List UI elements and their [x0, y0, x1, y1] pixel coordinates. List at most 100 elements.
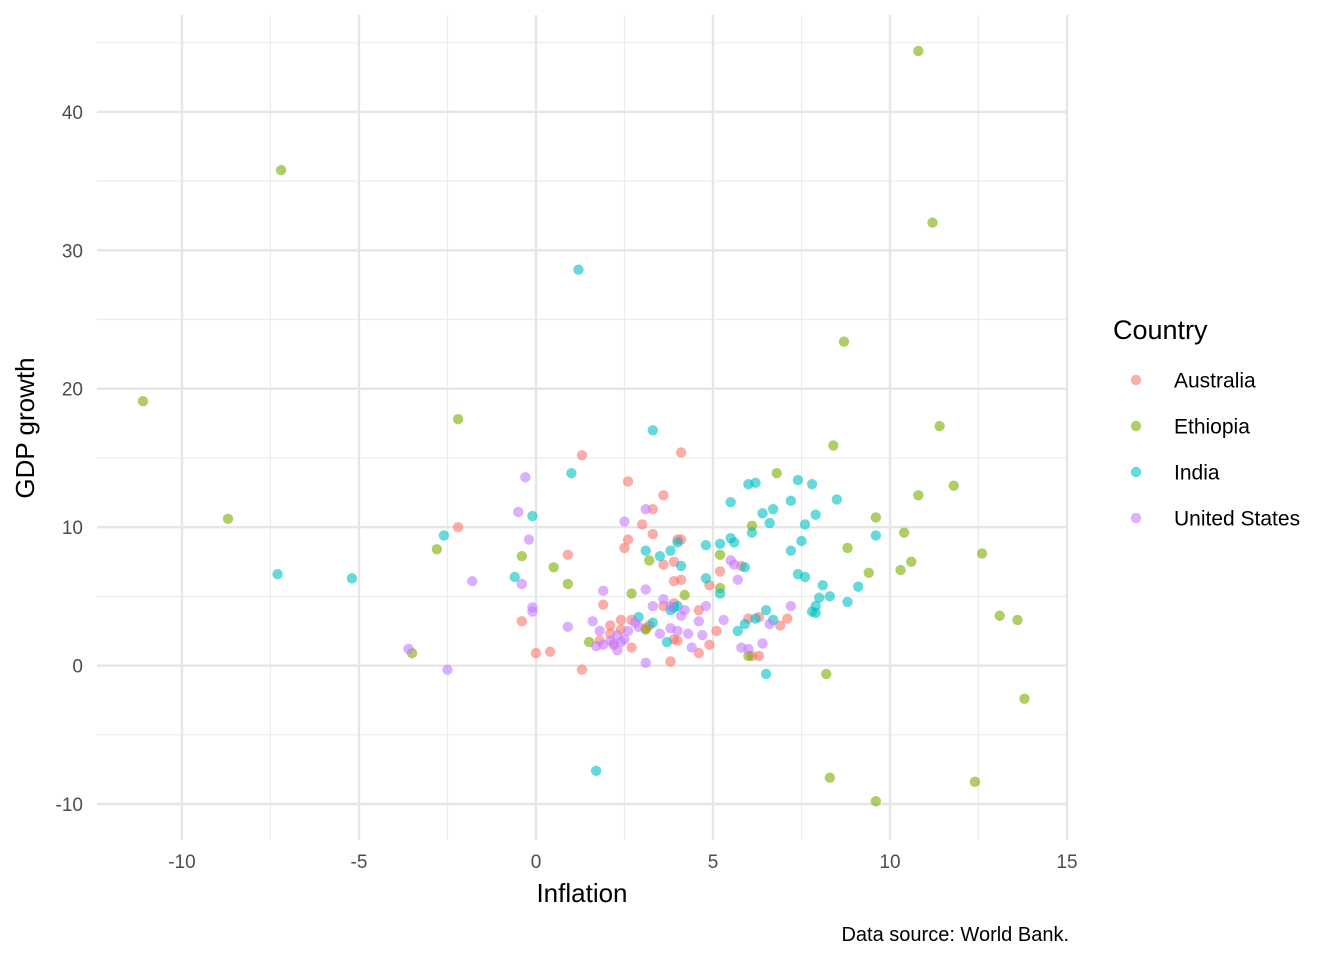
data-point: [686, 642, 697, 653]
data-point: [806, 479, 818, 490]
data-point: [452, 413, 464, 425]
data-point: [644, 555, 655, 566]
data-point: [654, 551, 666, 562]
data-point: [615, 614, 627, 626]
data-point: [693, 616, 705, 627]
legend-items: Australia Ethiopia India United States: [1130, 370, 1300, 531]
data-point: [895, 564, 906, 576]
legend-title: Country: [1113, 315, 1208, 345]
data-point: [675, 560, 687, 572]
data-point: [523, 534, 535, 545]
data-point: [732, 574, 743, 585]
data-point: [658, 559, 669, 570]
data-point: [976, 548, 988, 559]
data-point: [753, 650, 765, 662]
data-point: [452, 521, 464, 533]
data-point: [679, 589, 690, 601]
data-point: [729, 537, 740, 548]
data-point: [272, 569, 283, 580]
data-point: [782, 613, 793, 624]
data-point: [636, 519, 648, 530]
data-point: [640, 657, 651, 669]
legend-item: India: [1130, 462, 1220, 485]
x-axis-title: Inflation: [536, 878, 627, 908]
data-point: [870, 512, 882, 523]
data-point: [714, 566, 726, 577]
data-point: [640, 545, 651, 556]
data-point: [870, 530, 882, 541]
legend-label: India: [1174, 462, 1220, 485]
legend-label: Australia: [1174, 370, 1256, 393]
data-point: [760, 605, 772, 616]
data-point: [590, 641, 602, 652]
data-point: [785, 600, 797, 612]
data-point: [842, 542, 853, 554]
data-point: [757, 638, 768, 649]
data-point: [622, 476, 634, 487]
major-gridlines: [97, 15, 1069, 840]
data-point: [711, 625, 722, 637]
data-point: [661, 636, 673, 648]
data-point: [548, 562, 559, 573]
data-point: [431, 544, 443, 555]
data-point: [714, 588, 726, 599]
y-tick-label: 40: [62, 103, 83, 124]
data-point: [516, 616, 528, 627]
data-point: [647, 617, 659, 628]
data-point: [863, 567, 874, 579]
legend-label: United States: [1174, 508, 1300, 531]
data-point: [824, 591, 836, 602]
data-point: [704, 639, 715, 651]
data-point: [137, 395, 149, 407]
data-point: [1019, 693, 1030, 705]
data-point: [665, 656, 676, 667]
data-point: [513, 506, 524, 518]
legend-item: Australia: [1130, 370, 1256, 393]
data-point: [562, 578, 574, 590]
data-point: [824, 772, 836, 783]
data-point: [647, 600, 659, 612]
data-point: [831, 494, 843, 505]
series-india: [272, 264, 882, 776]
data-point: [796, 535, 807, 547]
data-point: [821, 668, 832, 680]
data-point: [275, 164, 287, 176]
data-point: [750, 613, 761, 624]
data-point: [828, 440, 839, 451]
data-point: [732, 625, 743, 637]
data-point: [647, 425, 659, 436]
x-tick-label: 10: [879, 852, 900, 873]
data-point: [771, 467, 782, 479]
data-point: [729, 559, 740, 570]
data-point: [516, 578, 528, 590]
data-point: [562, 621, 574, 633]
data-point: [1012, 614, 1023, 626]
data-point: [906, 556, 917, 567]
data-point: [544, 646, 556, 657]
data-point: [714, 549, 726, 561]
legend-item: United States: [1130, 508, 1300, 531]
data-point: [640, 503, 651, 515]
data-point: [842, 596, 853, 608]
data-point: [775, 620, 786, 631]
data-point: [725, 497, 736, 508]
data-point: [594, 625, 605, 637]
data-point: [948, 480, 959, 491]
data-point: [764, 618, 775, 630]
y-axis-tick-labels: -10 0 10 20 30 40: [56, 103, 83, 816]
data-point: [467, 575, 478, 587]
data-point: [665, 600, 676, 612]
data-point: [438, 530, 450, 541]
data-point: [527, 510, 538, 522]
data-point: [675, 610, 687, 621]
caption: Data source: World Bank.: [841, 924, 1069, 946]
data-point: [640, 584, 651, 595]
data-point: [739, 618, 751, 630]
data-point: [222, 513, 234, 525]
y-axis-title: GDP growth: [10, 357, 40, 498]
data-point: [767, 503, 779, 515]
data-point: [442, 664, 453, 675]
data-point: [658, 593, 669, 605]
data-point: [898, 527, 910, 538]
